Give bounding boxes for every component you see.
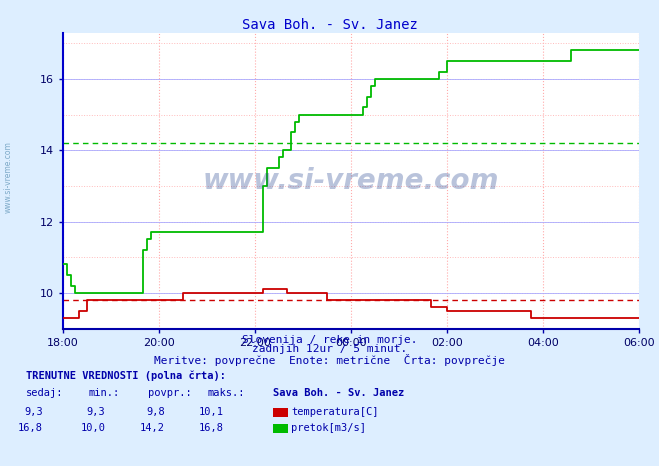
Text: pretok[m3/s]: pretok[m3/s] xyxy=(291,423,366,433)
Text: Meritve: povprečne  Enote: metrične  Črta: povprečje: Meritve: povprečne Enote: metrične Črta:… xyxy=(154,354,505,366)
Text: 14,2: 14,2 xyxy=(140,423,165,433)
Text: Sava Boh. - Sv. Janez: Sava Boh. - Sv. Janez xyxy=(242,18,417,32)
Text: www.si-vreme.com: www.si-vreme.com xyxy=(203,166,499,195)
Text: maks.:: maks.: xyxy=(208,388,245,398)
Text: zadnjih 12ur / 5 minut.: zadnjih 12ur / 5 minut. xyxy=(252,344,407,354)
Text: min.:: min.: xyxy=(89,388,120,398)
Text: 9,3: 9,3 xyxy=(24,407,43,417)
Text: 16,8: 16,8 xyxy=(199,423,224,433)
Text: 9,3: 9,3 xyxy=(87,407,105,417)
Text: 9,8: 9,8 xyxy=(146,407,165,417)
Text: temperatura[C]: temperatura[C] xyxy=(291,407,379,417)
Text: TRENUTNE VREDNOSTI (polna črta):: TRENUTNE VREDNOSTI (polna črta): xyxy=(26,370,226,381)
Text: povpr.:: povpr.: xyxy=(148,388,192,398)
Text: Sava Boh. - Sv. Janez: Sava Boh. - Sv. Janez xyxy=(273,388,405,398)
Text: www.si-vreme.com: www.si-vreme.com xyxy=(3,141,13,213)
Text: Slovenija / reke in morje.: Slovenija / reke in morje. xyxy=(242,335,417,344)
Text: 10,1: 10,1 xyxy=(199,407,224,417)
Text: sedaj:: sedaj: xyxy=(26,388,64,398)
Text: 16,8: 16,8 xyxy=(18,423,43,433)
Text: 10,0: 10,0 xyxy=(80,423,105,433)
